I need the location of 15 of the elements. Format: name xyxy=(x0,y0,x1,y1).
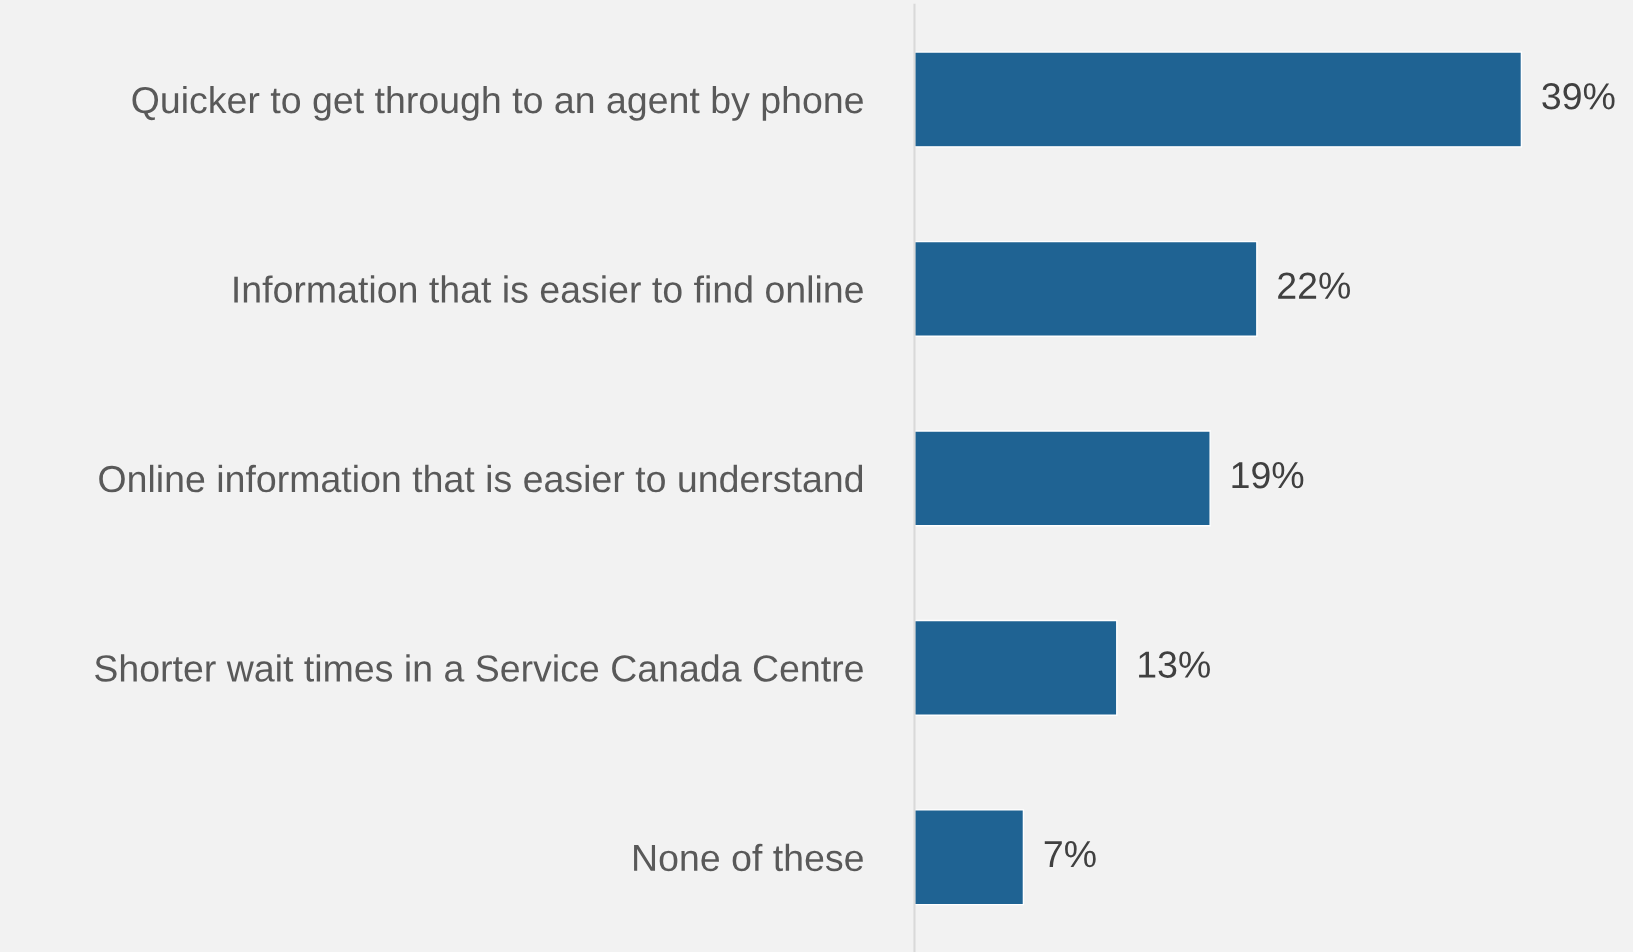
data-label: 19% xyxy=(1232,461,1304,489)
data-label: 7% xyxy=(1044,840,1096,868)
y-tick-label: Shorter wait times in a Service Canada Centre xyxy=(95,654,863,682)
bar xyxy=(914,809,1025,906)
data-label: 13% xyxy=(1139,651,1210,678)
bar xyxy=(914,51,1523,148)
bar xyxy=(914,619,1118,716)
y-tick-label: None of these xyxy=(634,843,863,872)
y-tick-label: Online information that is easier to understand xyxy=(99,464,863,493)
data-label: 22% xyxy=(1278,272,1350,299)
bar xyxy=(914,240,1258,337)
y-tick-label: Quicker to get through to an agent by phone xyxy=(132,85,863,121)
data-label: 39% xyxy=(1542,83,1615,110)
y-tick-label: Information that is easier to find online xyxy=(234,275,863,303)
bar xyxy=(914,430,1211,527)
